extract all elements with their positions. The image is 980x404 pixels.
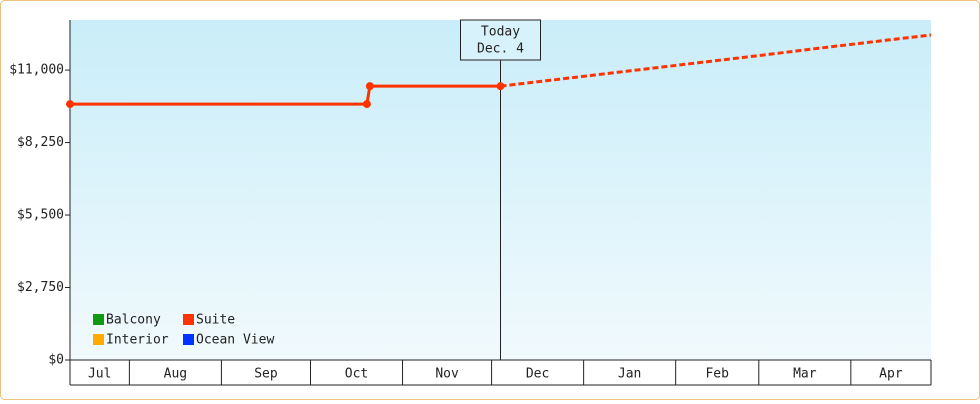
legend-swatch bbox=[183, 314, 194, 325]
x-tick-label: Feb bbox=[705, 367, 729, 382]
forecast-line bbox=[500, 33, 932, 88]
legend-label: Balcony bbox=[106, 313, 161, 328]
x-tick-label: Nov bbox=[435, 367, 459, 382]
data-point bbox=[362, 100, 371, 109]
data-point bbox=[66, 100, 74, 109]
y-tick-label: $0 bbox=[48, 353, 64, 368]
today-label: Today bbox=[481, 25, 520, 40]
x-tick-label: Apr bbox=[879, 367, 903, 382]
legend-label: Interior bbox=[106, 333, 169, 348]
y-tick-label: $2,750 bbox=[17, 280, 64, 295]
today-label: Dec. 4 bbox=[477, 42, 524, 57]
data-point bbox=[365, 82, 374, 91]
y-tick-label: $11,000 bbox=[9, 63, 64, 78]
legend-swatch bbox=[183, 334, 194, 345]
x-tick-label: Dec bbox=[526, 367, 549, 382]
legend-label: Ocean View bbox=[196, 333, 274, 348]
x-tick-label: Mar bbox=[793, 367, 817, 382]
today-box bbox=[460, 19, 541, 61]
data-point bbox=[496, 82, 505, 91]
y-tick-label: $5,500 bbox=[17, 208, 64, 223]
legend-label: Suite bbox=[196, 313, 235, 328]
x-tick-label: Jul bbox=[88, 367, 111, 382]
series-line bbox=[70, 84, 501, 106]
y-tick-label: $8,250 bbox=[17, 135, 64, 150]
x-tick-label: Sep bbox=[254, 367, 278, 382]
x-tick-label: Aug bbox=[164, 367, 187, 382]
x-tick-label: Jan bbox=[618, 367, 641, 382]
x-tick-label: Oct bbox=[345, 367, 368, 382]
legend-swatch bbox=[93, 314, 104, 325]
legend-swatch bbox=[93, 334, 104, 345]
